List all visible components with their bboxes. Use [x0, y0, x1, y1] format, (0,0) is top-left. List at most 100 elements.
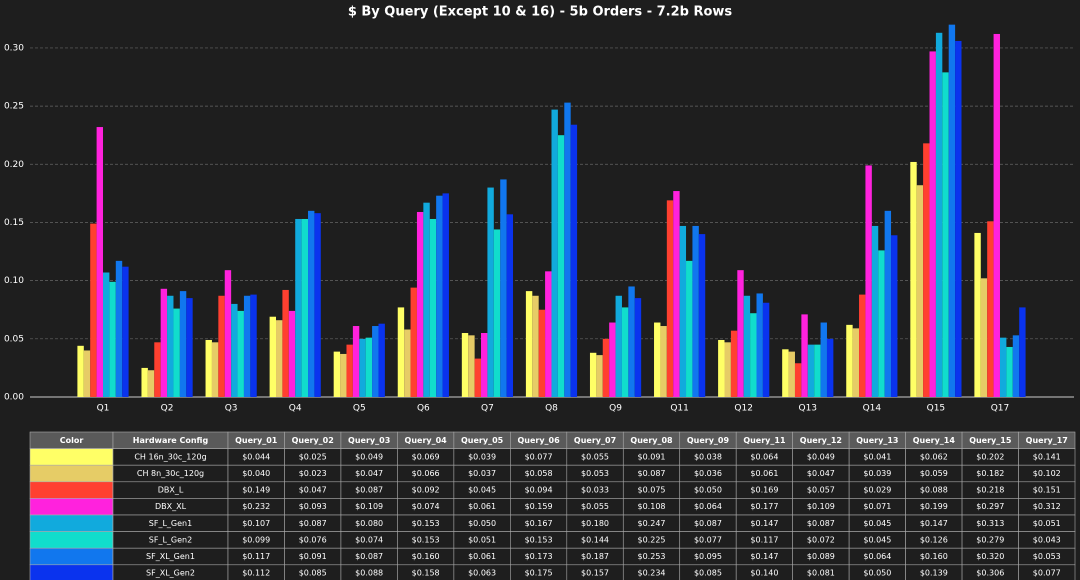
value-label: $0.108 [638, 502, 666, 511]
value-label: $0.045 [863, 519, 891, 528]
value-label: $0.087 [638, 469, 666, 478]
value-label: $0.085 [299, 569, 327, 578]
value-label: $0.147 [750, 519, 778, 528]
value-label: $0.036 [694, 469, 722, 478]
value-label: $0.175 [525, 569, 553, 578]
bar [487, 187, 494, 397]
bar [852, 328, 860, 397]
bar [141, 367, 148, 397]
bar [602, 338, 610, 397]
bar [654, 322, 661, 397]
header-text: Query_17 [1026, 436, 1068, 445]
value-label: $0.094 [525, 486, 553, 495]
value-label: $0.091 [299, 552, 327, 561]
bar [77, 345, 84, 397]
value-label: $0.102 [1033, 469, 1061, 478]
bar [301, 218, 309, 397]
value-label: $0.055 [581, 502, 609, 511]
bar [564, 102, 571, 397]
bar [621, 307, 629, 397]
value-label: $0.306 [976, 569, 1004, 578]
series-name: CH 16n_30c_120g [134, 452, 206, 461]
bar [884, 210, 892, 397]
value-label: $0.075 [638, 486, 666, 495]
bar [891, 235, 898, 397]
value-label: $0.040 [242, 469, 270, 478]
bar [916, 185, 924, 397]
header-text: Query_05 [461, 436, 504, 445]
value-label: $0.147 [750, 552, 778, 561]
value-label: $0.047 [355, 469, 383, 478]
bar [666, 200, 674, 397]
value-label: $0.038 [694, 452, 722, 461]
value-label: $0.033 [581, 486, 609, 495]
bar [814, 344, 821, 397]
bar [871, 225, 879, 397]
series-name: DBX_L [158, 486, 184, 495]
value-label: $0.091 [638, 452, 666, 461]
bar [461, 333, 469, 397]
value-label: $0.153 [412, 535, 440, 544]
value-label: $0.144 [581, 535, 609, 544]
bar [993, 33, 1000, 398]
value-label: $0.099 [242, 535, 270, 544]
value-label: $0.182 [976, 469, 1004, 478]
header-text: Query_03 [348, 436, 390, 445]
x-tick-label: Q4 [289, 404, 302, 414]
header-text: Query_15 [969, 436, 1012, 445]
value-label: $0.141 [1033, 452, 1061, 461]
value-label: $0.177 [750, 502, 778, 511]
bar [224, 270, 232, 397]
bar [628, 286, 635, 397]
header-text: Query_06 [517, 436, 560, 445]
bar [372, 326, 379, 397]
bar [910, 161, 917, 397]
x-tick-label: Q8 [545, 404, 558, 414]
bar [788, 351, 795, 397]
bar [288, 310, 296, 397]
bar [160, 288, 168, 397]
bar [609, 322, 616, 397]
value-label: $0.153 [412, 519, 440, 528]
bar [737, 270, 744, 397]
bar [506, 214, 514, 397]
bar [90, 223, 97, 397]
bar [942, 72, 949, 397]
bar [346, 344, 353, 397]
value-label: $0.064 [863, 552, 891, 561]
bar [83, 350, 91, 397]
bar [481, 333, 488, 397]
bar [154, 342, 161, 397]
bar [115, 260, 123, 397]
value-label: $0.074 [412, 502, 440, 511]
value-label: $0.055 [581, 452, 609, 461]
value-label: $0.072 [807, 535, 835, 544]
value-label: $0.059 [920, 469, 948, 478]
value-label: $0.112 [242, 569, 270, 578]
bar [276, 320, 283, 397]
bar [557, 135, 565, 397]
bar [615, 295, 622, 397]
color-cell [29, 481, 114, 499]
value-label: $0.043 [1033, 535, 1061, 544]
bar [589, 352, 597, 397]
x-tick-label: Q13 [798, 404, 817, 414]
value-label: $0.023 [299, 469, 327, 478]
y-tick-label: 0.15 [4, 218, 24, 228]
value-label: $0.076 [299, 535, 327, 544]
x-tick-label: Q14 [863, 404, 882, 414]
value-label: $0.167 [525, 519, 553, 528]
value-label: $0.050 [694, 486, 722, 495]
value-label: $0.064 [750, 452, 778, 461]
bar [96, 127, 103, 398]
bar [211, 342, 219, 397]
header-text: Query_09 [687, 436, 730, 445]
bar [865, 165, 872, 397]
bar [218, 295, 225, 397]
bar [410, 287, 417, 397]
value-label: $0.087 [807, 519, 835, 528]
value-label: $0.039 [468, 452, 496, 461]
value-label: $0.058 [525, 469, 553, 478]
color-cell [29, 514, 114, 532]
